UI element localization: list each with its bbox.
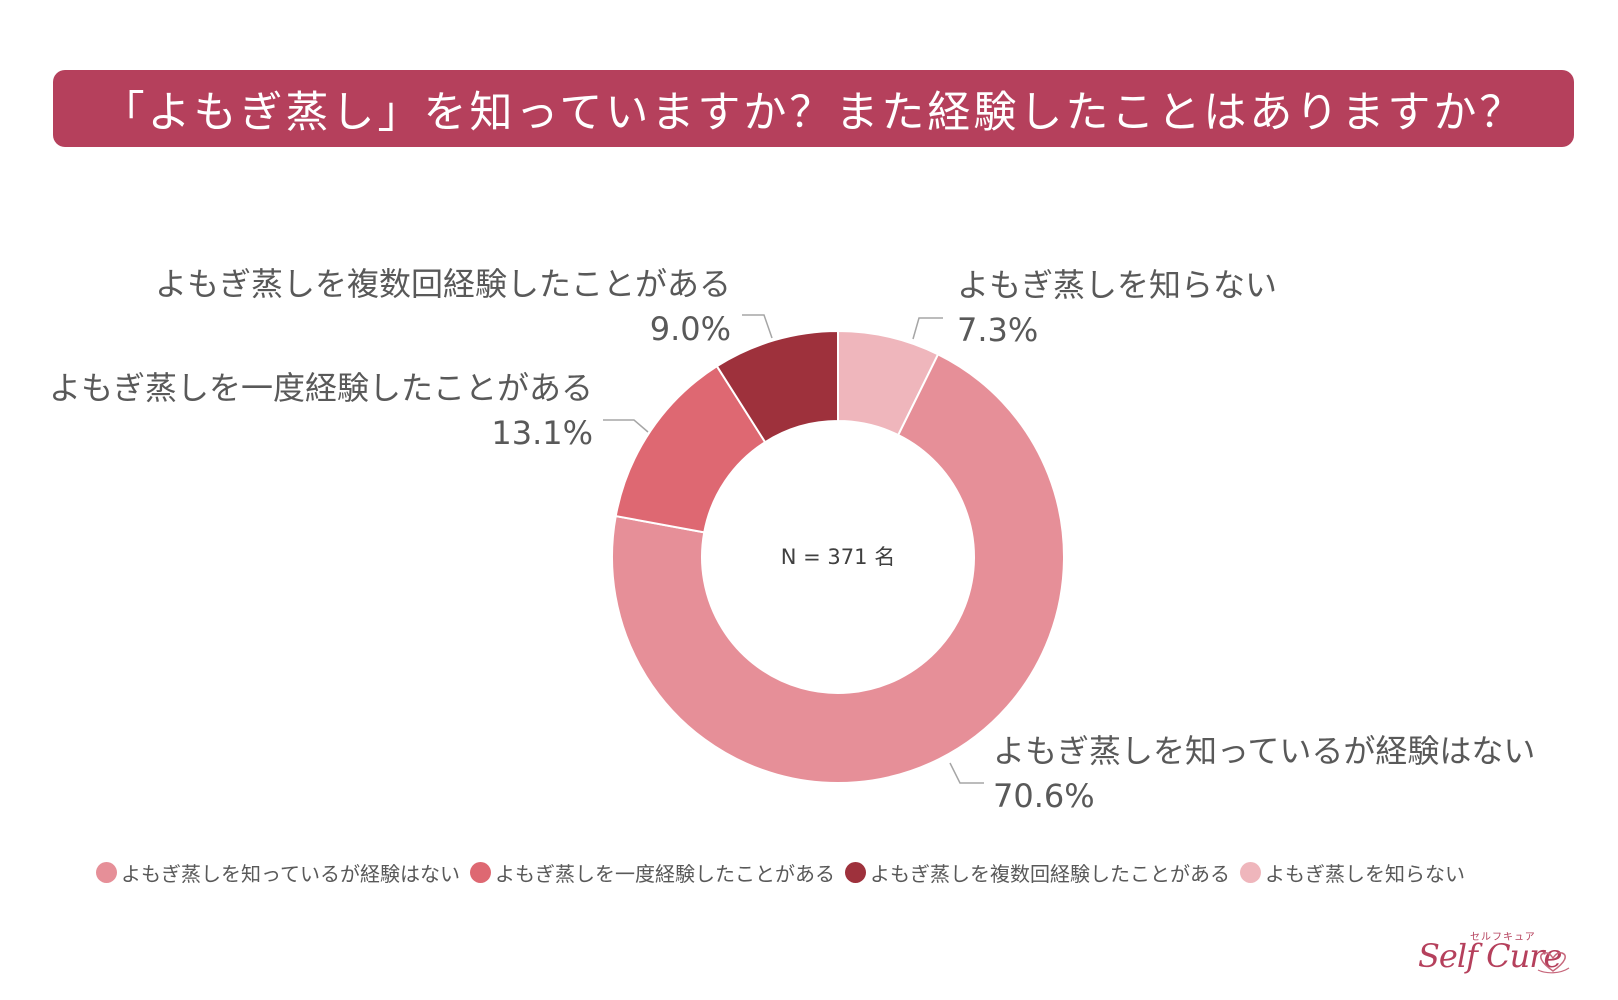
donut-slice (715, 329, 839, 444)
legend-label: よもぎ蒸しを知っているが経験はない (121, 862, 460, 886)
slice-category-label: よもぎ蒸しを知らない (957, 266, 1277, 304)
leader-line (603, 419, 649, 433)
slice-value-label: 9.0% (650, 310, 731, 348)
donut-slice (611, 353, 1065, 784)
heart-icon (1537, 952, 1570, 974)
slice-value-label: 13.1% (491, 414, 593, 452)
legend-label: よもぎ蒸しを知らない (1265, 862, 1465, 886)
legend-label: よもぎ蒸しを複数回経験したことがある (870, 862, 1230, 886)
center-label: N = 371 名 (781, 545, 895, 569)
logo-script: Self Cure (1418, 937, 1562, 975)
chart-title: 「よもぎ蒸し」を知っていますか？また経験したことはありますか？ (101, 87, 1526, 138)
self-cure-logo: セルフキュア Self Cure (1418, 928, 1578, 978)
title-banner: 「よもぎ蒸し」を知っていますか？また経験したことはありますか？ (53, 70, 1574, 147)
slice-value-label: 70.6% (993, 777, 1095, 815)
slice-category-label: よもぎ蒸しを一度経験したことがある (49, 369, 593, 407)
legend-item: よもぎ蒸しを一度経験したことがある (470, 858, 835, 887)
slice-category-label: よもぎ蒸しを知っているが経験はない (993, 732, 1535, 770)
legend-item: よもぎ蒸しを知らない (1240, 858, 1465, 887)
slice-category-label: よもぎ蒸しを複数回経験したことがある (155, 265, 731, 303)
legend-item: よもぎ蒸しを知っているが経験はない (96, 858, 460, 887)
legend-dot-icon (1240, 862, 1261, 883)
leader-line (949, 762, 984, 784)
leader-line (742, 314, 773, 339)
chart-legend: よもぎ蒸しを知っているが経験はない よもぎ蒸しを一度経験したことがある よもぎ蒸しを… (96, 858, 1596, 887)
legend-dot-icon (845, 862, 866, 883)
legend-item: よもぎ蒸しを複数回経験したことがある (845, 858, 1230, 887)
logo-kana: セルフキュア (1470, 932, 1536, 943)
slice-value-label: 7.3% (957, 311, 1038, 349)
legend-label: よもぎ蒸しを一度経験したことがある (495, 862, 835, 886)
legend-dot-icon (96, 862, 117, 883)
leader-line (912, 317, 943, 340)
legend-dot-icon (470, 862, 491, 883)
